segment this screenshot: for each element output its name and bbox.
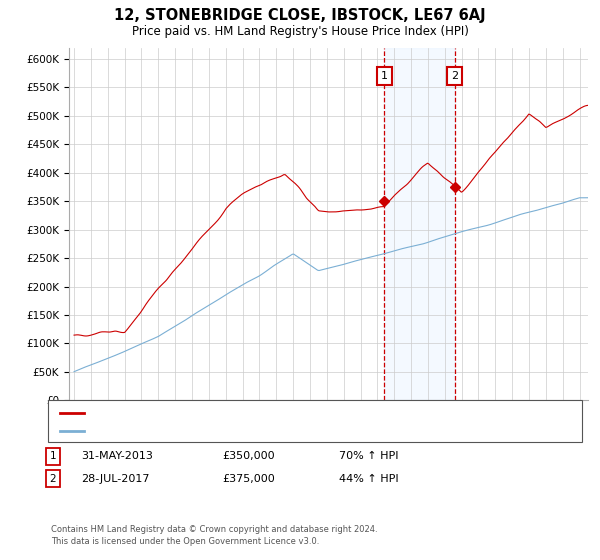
Text: 70% ↑ HPI: 70% ↑ HPI	[339, 451, 398, 461]
Text: 2: 2	[49, 474, 56, 484]
Text: 2: 2	[451, 71, 458, 81]
Text: 1: 1	[49, 451, 56, 461]
Text: Price paid vs. HM Land Registry's House Price Index (HPI): Price paid vs. HM Land Registry's House …	[131, 25, 469, 38]
Text: 44% ↑ HPI: 44% ↑ HPI	[339, 474, 398, 484]
Text: 12, STONEBRIDGE CLOSE, IBSTOCK, LE67 6AJ: 12, STONEBRIDGE CLOSE, IBSTOCK, LE67 6AJ	[114, 8, 486, 24]
Text: Contains HM Land Registry data © Crown copyright and database right 2024.
This d: Contains HM Land Registry data © Crown c…	[51, 525, 377, 546]
Text: 31-MAY-2013: 31-MAY-2013	[81, 451, 153, 461]
Text: £350,000: £350,000	[222, 451, 275, 461]
Bar	[385, 48, 455, 400]
Text: HPI: Average price, detached house, North West Leicestershire: HPI: Average price, detached house, Nort…	[90, 426, 403, 436]
Text: 28-JUL-2017: 28-JUL-2017	[81, 474, 149, 484]
Text: 12, STONEBRIDGE CLOSE, IBSTOCK, LE67 6AJ (detached house): 12, STONEBRIDGE CLOSE, IBSTOCK, LE67 6AJ…	[90, 408, 407, 418]
Text: £375,000: £375,000	[222, 474, 275, 484]
Text: 1: 1	[381, 71, 388, 81]
